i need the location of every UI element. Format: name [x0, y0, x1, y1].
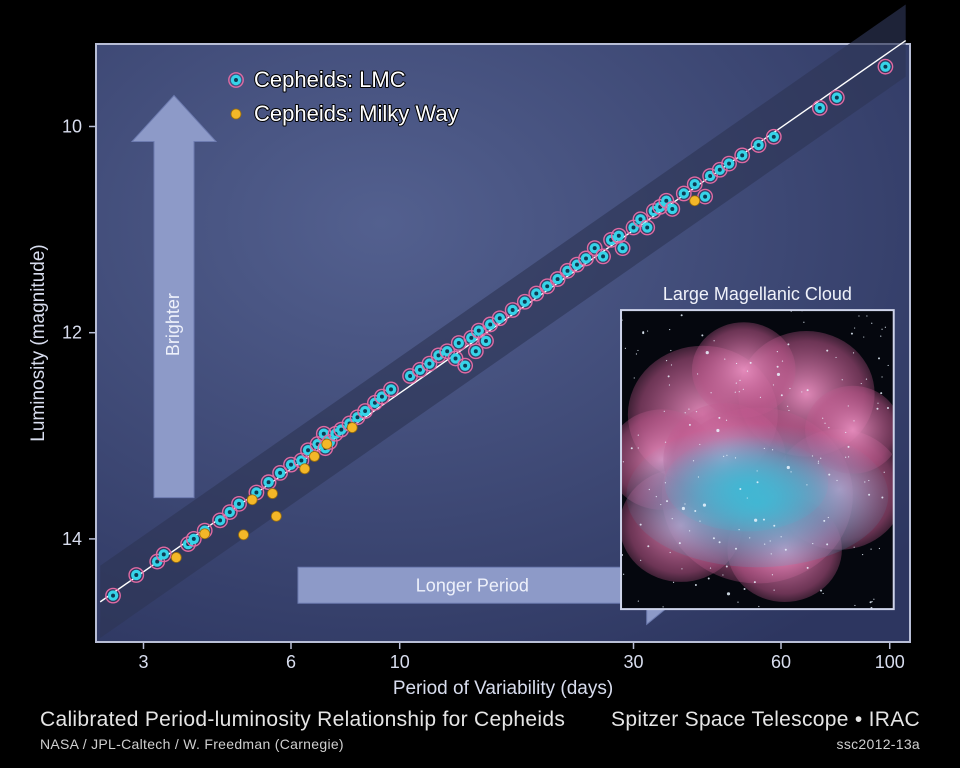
- legend-label: Cepheids: LMC: [254, 67, 406, 92]
- xtick-label: 3: [138, 652, 148, 672]
- figure-frame: Brighter Longer Period 3 6 10 30 60 100 14 12 10 Pe…: [0, 0, 960, 768]
- ytick-label: 10: [62, 116, 82, 136]
- inset-title: Large Magellanic Cloud: [663, 284, 852, 304]
- xtick-label: 10: [390, 652, 410, 672]
- brighter-arrow-label: Brighter: [163, 293, 183, 356]
- caption-title-right: Spitzer Space Telescope • IRAC: [611, 708, 920, 732]
- xtick-label: 30: [623, 652, 643, 672]
- caption-sub-right: ssc2012-13a: [837, 736, 920, 752]
- caption-title-left: Calibrated Period-luminosity Relationshi…: [40, 708, 565, 732]
- xtick-label: 100: [875, 652, 905, 672]
- x-axis-label: Period of Variability (days): [393, 678, 613, 699]
- longer-period-arrow-label: Longer Period: [416, 575, 529, 595]
- inset-lmc-image: [607, 310, 904, 609]
- chart-svg: Brighter Longer Period 3 6 10 30 60 100 14 12 10 Pe…: [0, 0, 960, 768]
- legend-label: Cepheids: Milky Way: [254, 101, 459, 126]
- ytick-label: 12: [62, 323, 82, 343]
- xtick-label: 6: [286, 652, 296, 672]
- ytick-label: 14: [62, 529, 82, 549]
- xtick-label: 60: [771, 652, 791, 672]
- caption-sub-left: NASA / JPL-Caltech / W. Freedman (Carneg…: [40, 736, 344, 752]
- y-axis-label: Luminosity (magnitude): [28, 244, 49, 441]
